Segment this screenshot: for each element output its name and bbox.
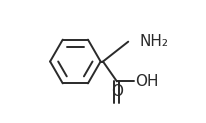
Text: OH: OH xyxy=(135,74,159,89)
Text: NH₂: NH₂ xyxy=(139,34,169,49)
Text: O: O xyxy=(111,84,123,99)
